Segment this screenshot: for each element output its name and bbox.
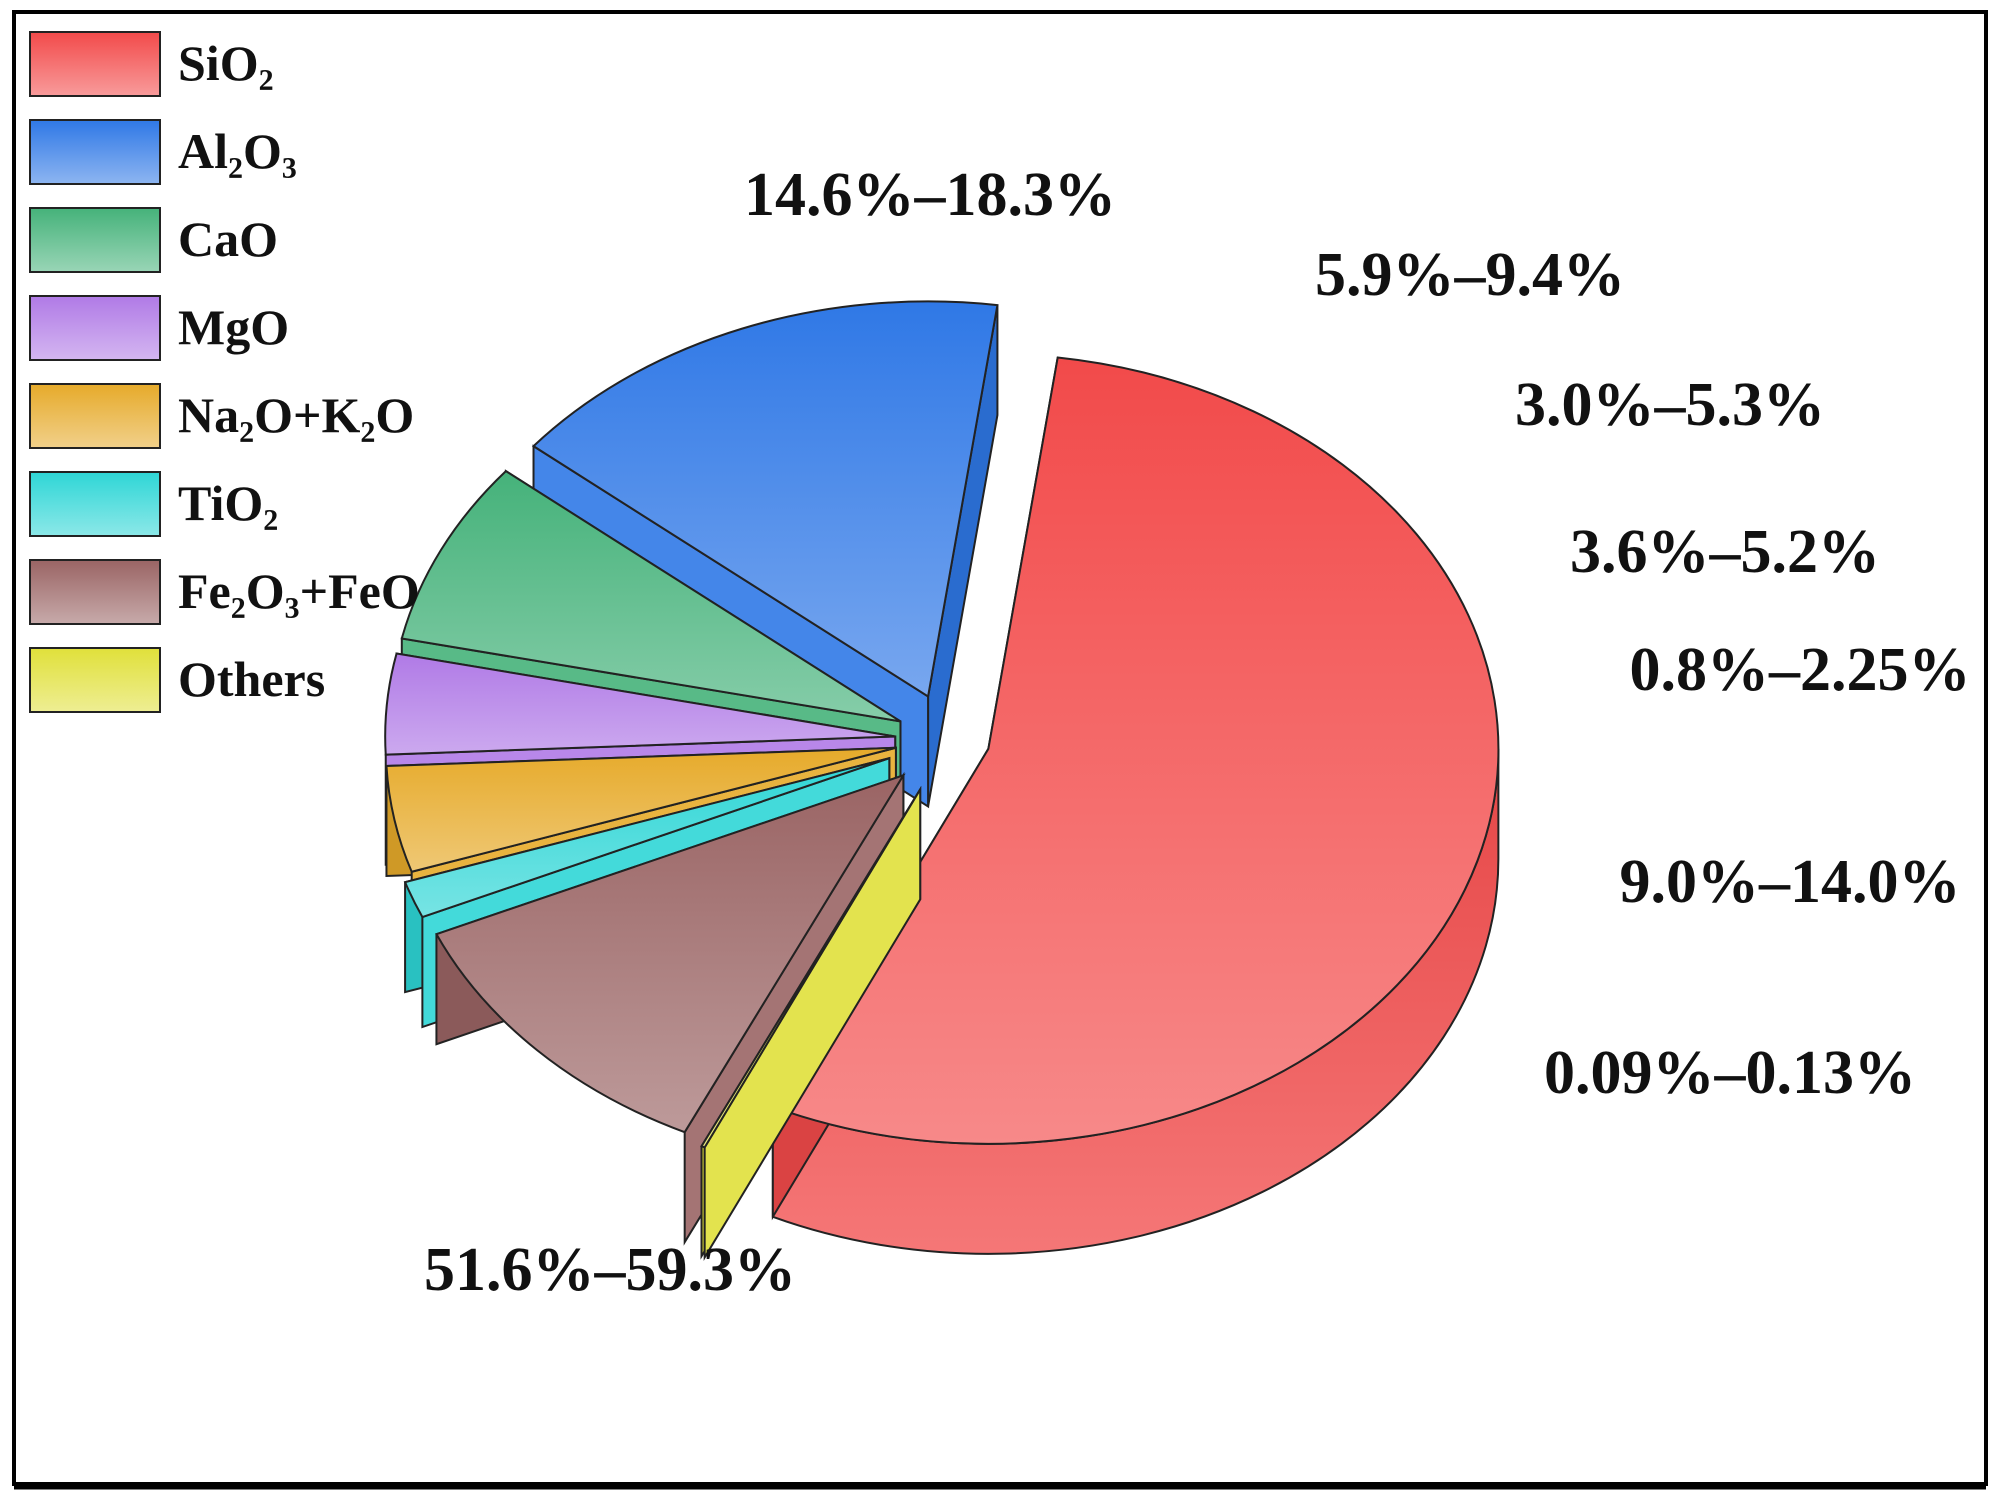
- slice-top-others: [700, 788, 922, 1149]
- legend-label-others: Others: [178, 651, 325, 707]
- legend-item-mgo: MgO: [29, 295, 289, 361]
- pct-label-sio2: 51.6%–59.3%: [424, 1236, 796, 1304]
- legend-swatch-fe2o3_feo: [29, 559, 161, 625]
- legend-label-tio2: TiO₂: [178, 475, 278, 531]
- legend-item-cao: CaO: [29, 207, 278, 273]
- legend-label-mgo: MgO: [178, 299, 289, 355]
- legend-item-tio2: TiO₂: [29, 471, 278, 537]
- legend-swatch-cao: [29, 207, 161, 273]
- pie-slice-others: [700, 785, 922, 1261]
- pct-label-al2o3: 14.6%–18.3%: [744, 161, 1116, 229]
- slice-top-sio2: [771, 356, 1500, 1145]
- pct-label-cao: 5.9%–9.4%: [1315, 241, 1625, 309]
- pie-slice-sio2: [771, 356, 1500, 1255]
- legend-label-cao: CaO: [178, 211, 278, 267]
- pct-label-fe2o3_feo: 9.0%–14.0%: [1620, 848, 1961, 916]
- legend-swatch-sio2: [29, 31, 161, 97]
- legend-item-others: Others: [29, 647, 325, 713]
- legend-swatch-na2o_k2o: [29, 383, 161, 449]
- pct-label-tio2: 0.8%–2.25%: [1630, 636, 1971, 704]
- pct-label-others: 0.09%–0.13%: [1544, 1039, 1916, 1107]
- legend-swatch-al2o3: [29, 119, 161, 185]
- legend-item-sio2: SiO₂: [29, 31, 274, 97]
- pct-label-mgo: 3.0%–5.3%: [1515, 371, 1825, 439]
- legend-swatch-mgo: [29, 295, 161, 361]
- legend-swatch-tio2: [29, 471, 161, 537]
- legend-item-fe2o3_feo: Fe₂O₃+FeO: [29, 559, 420, 625]
- slice-top-na2o_k2o: [385, 746, 897, 873]
- legend-label-na2o_k2o: Na₂O+K₂O: [178, 387, 414, 443]
- legend-item-al2o3: Al₂O₃: [29, 119, 297, 185]
- legend: SiO₂ Al₂O₃ CaO MgO Na₂O+K₂O TiO₂ Fe₂O₃+FeO Othe…: [29, 31, 420, 713]
- pie-slices: [384, 300, 1500, 1261]
- pct-label-na2o_k2o: 3.6%–5.2%: [1570, 518, 1880, 586]
- legend-label-al2o3: Al₂O₃: [178, 123, 297, 179]
- slice-top-fe2o3_feo: [434, 773, 906, 1134]
- slice-top-cao: [400, 469, 901, 723]
- legend-swatch-others: [29, 647, 161, 713]
- legend-item-na2o_k2o: Na₂O+K₂O: [29, 383, 414, 449]
- slice-top-al2o3: [531, 300, 999, 699]
- legend-label-sio2: SiO₂: [178, 35, 274, 91]
- slice-top-tio2: [403, 757, 890, 919]
- percentage-labels: 51.6%–59.3% 14.6%–18.3% 5.9%–9.4% 3.0%–5.3%…: [424, 161, 1971, 1304]
- slice-top-mgo: [384, 652, 896, 756]
- legend-label-fe2o3_feo: Fe₂O₃+FeO: [178, 563, 420, 619]
